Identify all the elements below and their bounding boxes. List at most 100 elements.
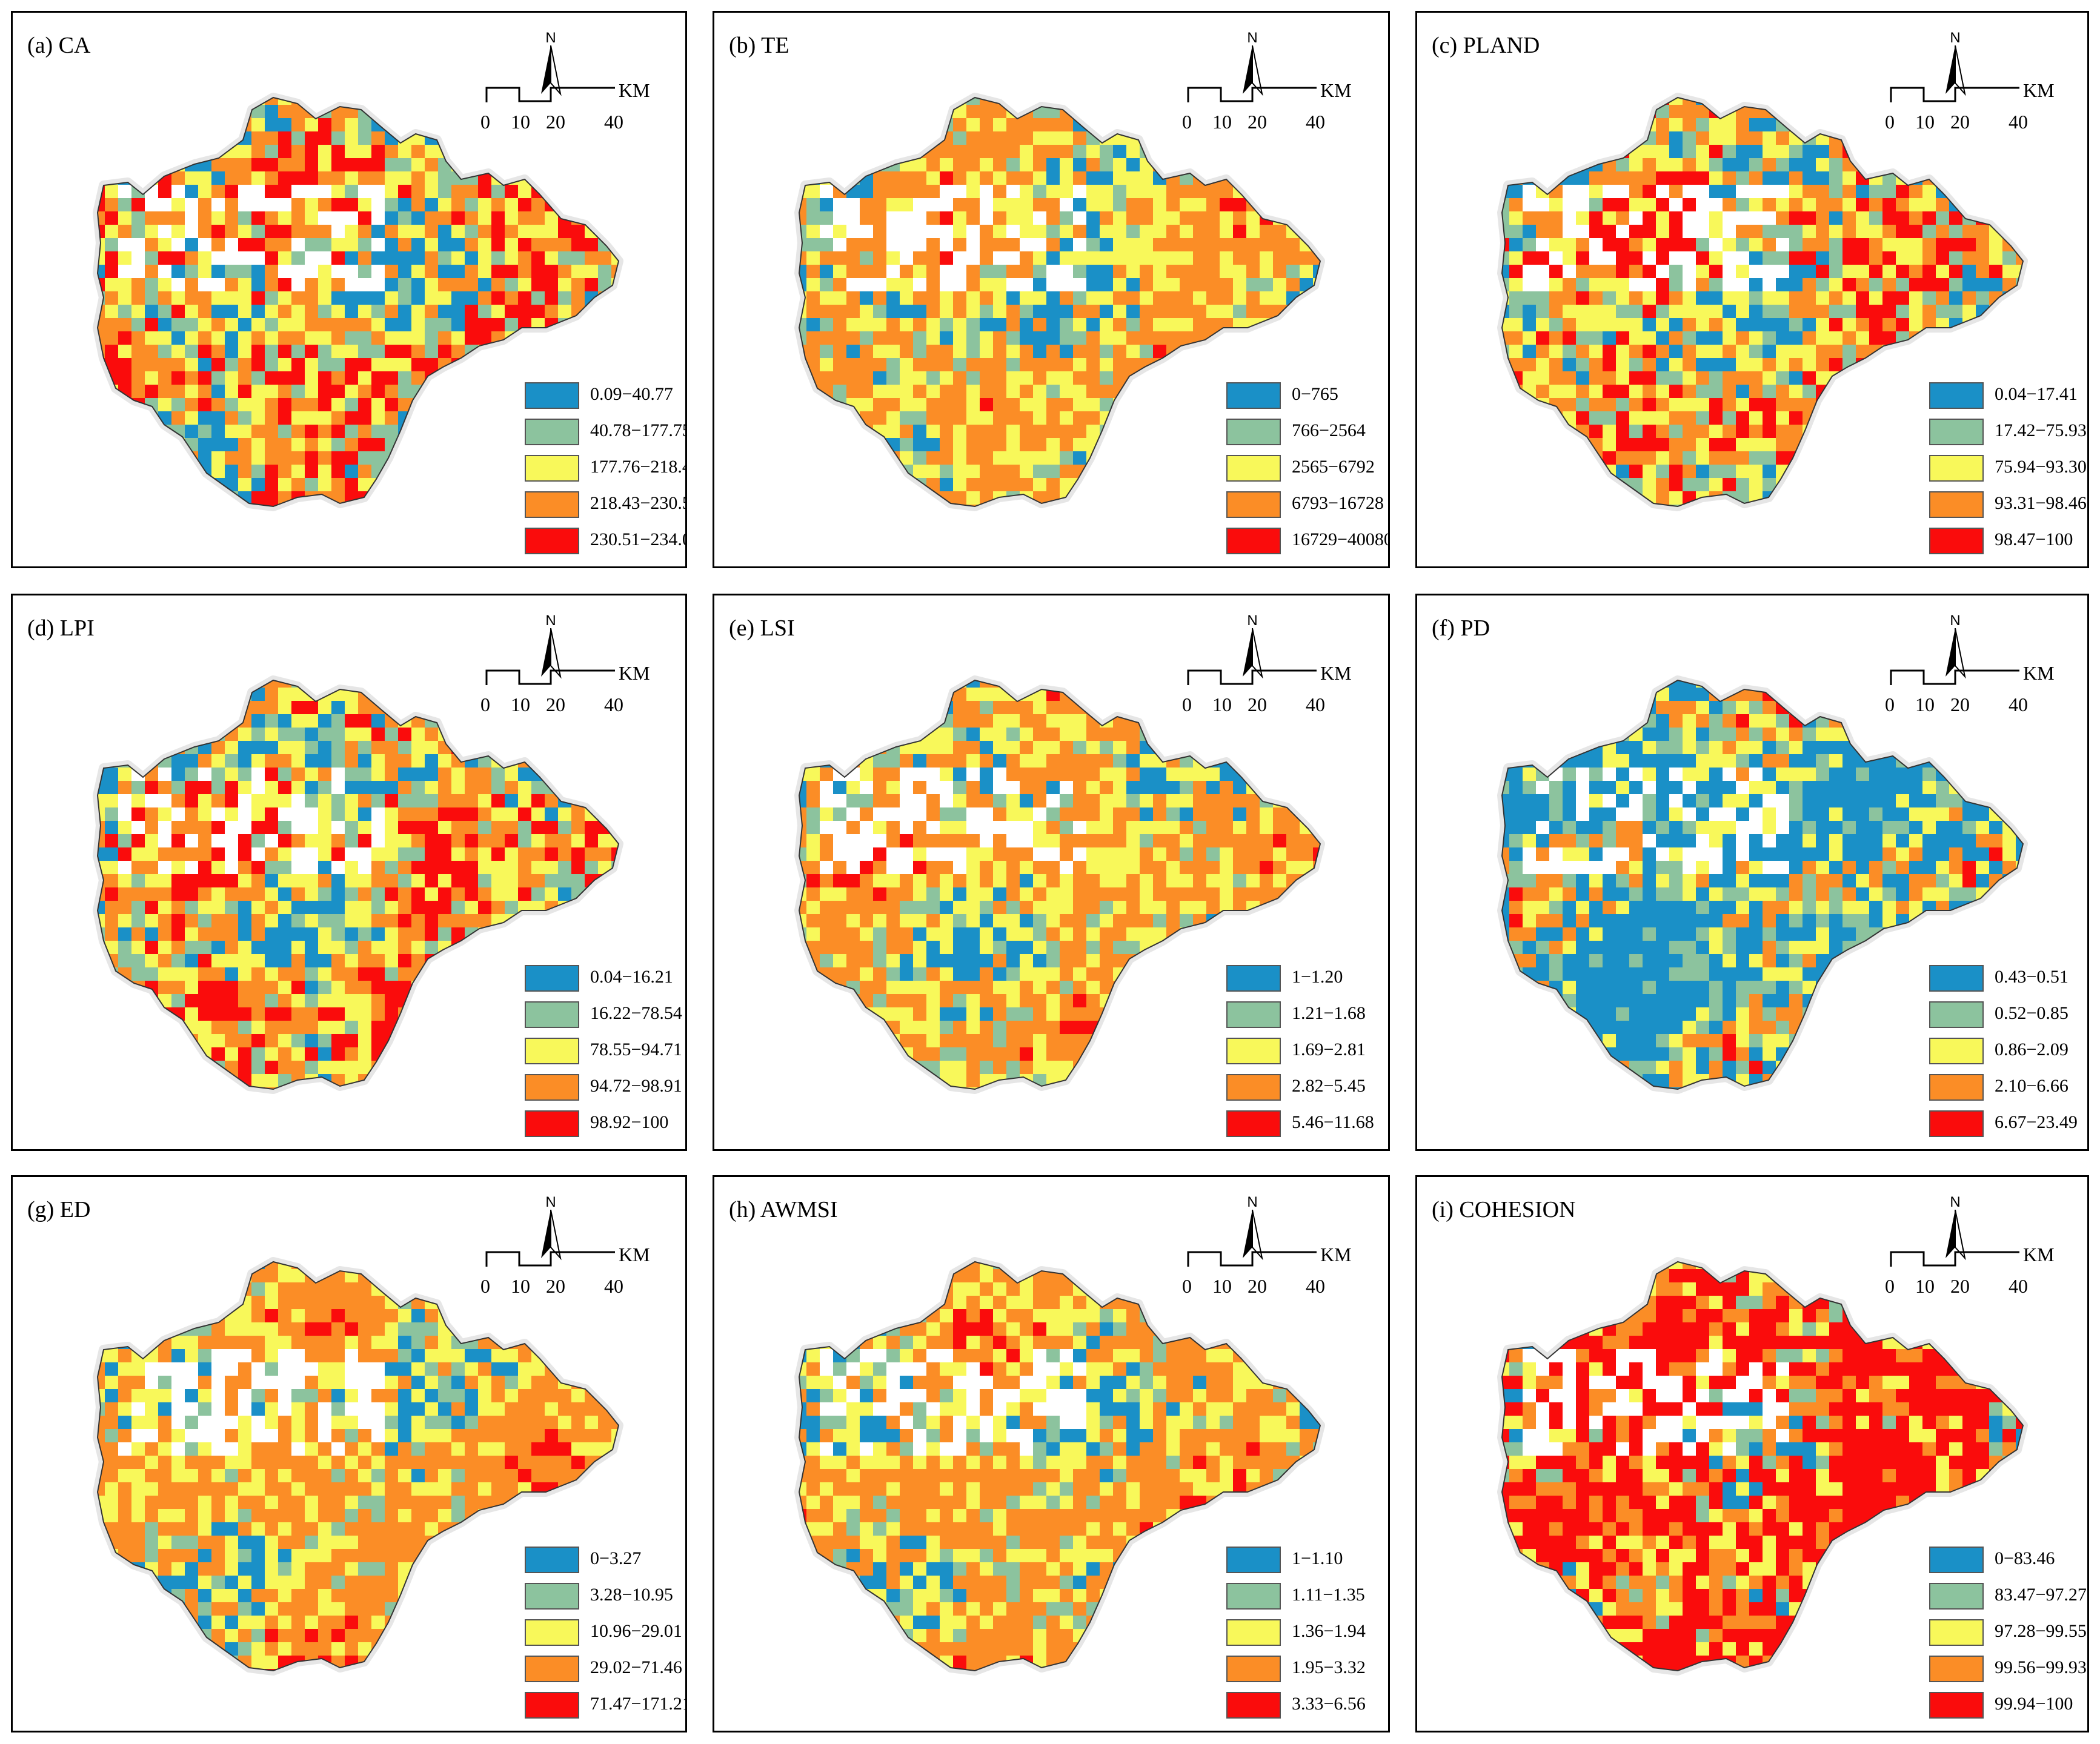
raster-cell — [1776, 238, 1790, 252]
raster-cell — [1643, 265, 1656, 279]
raster-cell — [1060, 425, 1074, 439]
raster-cell — [1656, 171, 1670, 185]
raster-cell — [2002, 345, 2016, 359]
raster-cell — [545, 305, 559, 319]
raster-cell — [131, 98, 145, 105]
raster-cell — [425, 251, 439, 265]
raster-cell — [1033, 318, 1047, 332]
raster-cell — [345, 754, 359, 768]
raster-cell — [799, 118, 807, 132]
raster-cell — [478, 211, 492, 225]
raster-cell — [611, 781, 619, 795]
raster-cell — [953, 331, 967, 345]
raster-cell — [438, 438, 452, 452]
raster-cell — [331, 158, 345, 172]
raster-cell — [1896, 451, 1910, 465]
raster-cell — [145, 465, 159, 479]
raster-cell — [1020, 345, 1034, 359]
raster-cell — [105, 185, 119, 199]
raster-cell — [873, 398, 887, 412]
raster-cell — [398, 861, 412, 875]
raster-cell — [331, 861, 345, 875]
raster-cell — [913, 411, 927, 425]
raster-cell — [131, 198, 145, 212]
raster-cell — [438, 781, 452, 795]
raster-cell — [185, 914, 199, 928]
raster-cell — [1629, 305, 1643, 319]
raster-cell — [478, 901, 492, 915]
raster-cell — [1709, 171, 1723, 185]
raster-cell — [820, 318, 834, 332]
raster-cell — [1816, 251, 1830, 265]
raster-cell — [1989, 318, 2003, 332]
raster-cell — [211, 278, 225, 292]
raster-cell — [198, 198, 212, 212]
raster-cell — [1696, 171, 1710, 185]
raster-cell — [558, 291, 572, 305]
raster-cell — [1723, 425, 1736, 439]
raster-cell — [105, 728, 119, 741]
raster-cell — [1643, 171, 1656, 185]
raster-cell — [278, 371, 292, 385]
raster-cell — [1709, 185, 1723, 199]
raster-cell — [1246, 238, 1260, 252]
raster-cell — [145, 211, 159, 225]
raster-cell — [1563, 465, 1577, 479]
raster-cell — [1856, 491, 1870, 505]
raster-cell — [1669, 251, 1683, 265]
raster-cell — [158, 714, 172, 728]
raster-cell — [451, 954, 465, 968]
raster-cell — [1509, 211, 1523, 225]
raster-cell — [98, 438, 105, 452]
raster-cell — [860, 358, 874, 372]
raster-cell — [145, 834, 159, 848]
raster-cell — [1589, 185, 1603, 199]
raster-cell — [1523, 371, 1537, 385]
raster-cell — [1803, 198, 1816, 212]
raster-cell — [118, 478, 132, 492]
raster-cell — [1683, 305, 1696, 319]
raster-cell — [1723, 238, 1736, 252]
raster-cell — [1789, 491, 1803, 505]
raster-cell — [966, 131, 980, 145]
raster-cell — [278, 994, 292, 1008]
raster-cell — [265, 927, 279, 941]
raster-cell — [371, 754, 385, 768]
raster-cell — [371, 198, 385, 212]
raster-cell — [1869, 198, 1883, 212]
raster-cell — [1086, 158, 1100, 172]
raster-cell — [425, 438, 439, 452]
raster-cell — [1166, 118, 1180, 132]
raster-cell — [598, 834, 612, 848]
raster-cell — [846, 305, 860, 319]
raster-cell — [265, 265, 279, 279]
raster-cell — [1073, 98, 1087, 105]
legend-swatch — [525, 491, 579, 518]
raster-cell — [251, 954, 265, 968]
raster-cell — [966, 491, 980, 505]
raster-cell — [1313, 145, 1320, 159]
raster-cell — [1669, 451, 1683, 465]
raster-cell — [158, 211, 172, 225]
raster-cell — [291, 358, 305, 372]
scale-tick-label: 40 — [2009, 111, 2028, 133]
raster-cell — [131, 874, 145, 888]
raster-cell — [1300, 345, 1314, 359]
raster-cell — [438, 331, 452, 345]
raster-cell — [478, 478, 492, 492]
raster-cell — [478, 505, 492, 506]
raster-cell — [105, 821, 119, 835]
raster-cell — [131, 118, 145, 132]
raster-cell — [118, 145, 132, 159]
raster-cell — [940, 385, 954, 399]
raster-cell — [833, 318, 847, 332]
raster-cell — [1709, 425, 1723, 439]
raster-cell — [980, 131, 994, 145]
raster-cell — [1073, 158, 1087, 172]
raster-cell — [1842, 105, 1856, 119]
raster-cell — [278, 821, 292, 835]
raster-cell — [1829, 145, 1843, 159]
raster-cell — [211, 981, 225, 995]
raster-cell — [1033, 185, 1047, 199]
raster-cell — [278, 251, 292, 265]
